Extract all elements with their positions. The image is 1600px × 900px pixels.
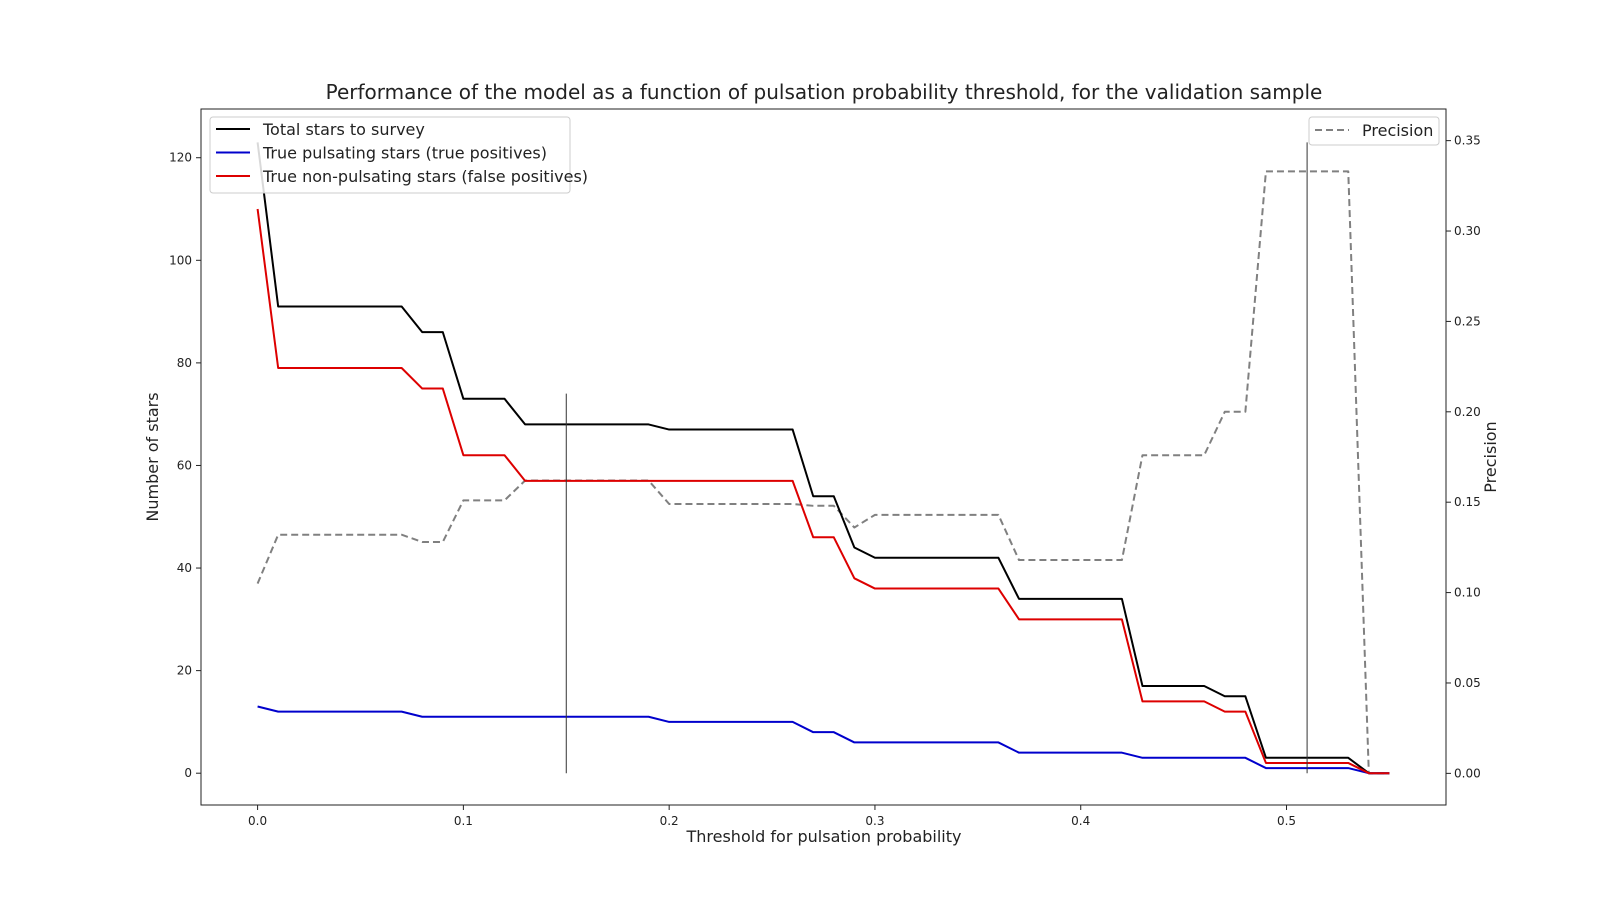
y2-tick-label: 0.05 (1454, 676, 1481, 690)
legend-entry-true-non-pulsating-stars-false-positives: True non-pulsating stars (false positive… (262, 167, 588, 186)
y2-tick-label: 0.25 (1454, 314, 1481, 328)
x-tick-label: 0.0 (248, 814, 267, 828)
series-line-precision (256, 170, 1390, 775)
legend-entry-total-stars-to-survey: Total stars to survey (262, 120, 425, 139)
x-tick-label: 0.5 (1277, 814, 1296, 828)
series-line-true-pulsating-stars-true-positives (257, 705, 1390, 775)
y2-tick-label: 0.00 (1454, 766, 1481, 780)
legend-entry-true-pulsating-stars-true-positives: True pulsating stars (true positives) (262, 144, 547, 163)
y-tick-label: 40 (177, 561, 192, 575)
y-tick-label: 80 (177, 356, 192, 370)
y2-tick-label: 0.35 (1454, 134, 1481, 148)
plot-area: 0.0 0.1 0.2 0.3 0.4 0.5 0 20 40 60 80 100 120 0.00 0.0… (169, 108, 1481, 828)
legend-right-box (1308, 116, 1440, 146)
legend-entry-precision: Precision (1362, 121, 1433, 140)
y-tick-label: 60 (177, 458, 192, 472)
y-tick-label: 20 (177, 664, 192, 678)
x-tick-label: 0.1 (454, 814, 473, 828)
series-line-true-non-pulsating-stars-false-positives (256, 208, 1390, 775)
x-tick-label: 0.4 (1071, 814, 1090, 828)
y-tick-label: 120 (169, 151, 192, 165)
series-line-total-stars-to-survey (256, 142, 1390, 775)
y2-tick-label: 0.30 (1454, 224, 1481, 238)
x-tick-label: 0.2 (660, 814, 679, 828)
legend-right: Precision (1308, 116, 1440, 146)
y2-tick-label: 0.10 (1454, 586, 1481, 600)
y-tick-label: 100 (169, 253, 192, 267)
chart-title: Performance of the model as a function o… (326, 80, 1323, 104)
x-axis-label: Threshold for pulsation probability (685, 827, 961, 846)
y2-tick-label: 0.20 (1454, 405, 1481, 419)
y-axis-label: Number of stars (143, 392, 162, 521)
y-tick-label: 0 (184, 766, 192, 780)
x-tick-label: 0.3 (865, 814, 884, 828)
legend-left: Total stars to survey True pulsating star… (209, 116, 588, 194)
y2-tick-label: 0.15 (1454, 495, 1481, 509)
y2-axis-label: Precision (1481, 421, 1500, 492)
plot-frame (200, 108, 1447, 806)
legend-left-box (209, 116, 571, 194)
